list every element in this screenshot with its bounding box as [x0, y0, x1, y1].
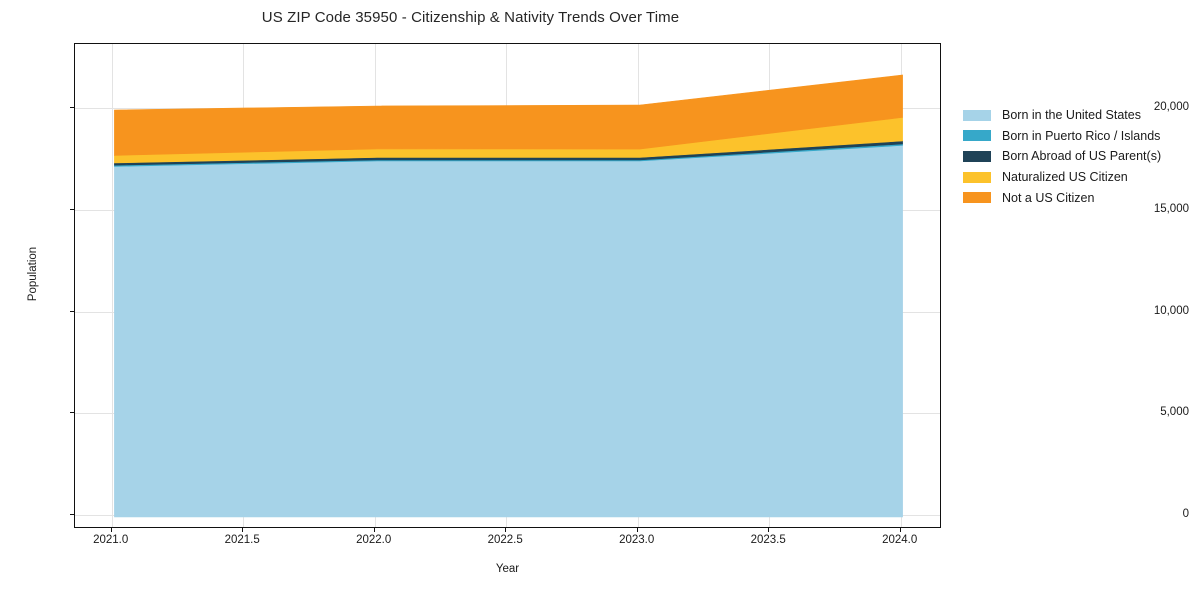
- x-tick-6: 2024.0: [882, 534, 918, 546]
- y-tick-3: 15,000: [1153, 202, 1189, 215]
- x-tick-mark-2: [373, 528, 375, 532]
- x-tick-mark-6: [899, 528, 901, 532]
- legend-swatch-icon-0: [963, 109, 991, 121]
- x-tick-1: 2021.5: [224, 534, 260, 546]
- y-tick-2: 10,000: [1153, 304, 1189, 317]
- x-tick-5: 2023.5: [750, 534, 786, 546]
- x-tick-0: 2021.0: [93, 534, 129, 546]
- legend-label-3: Naturalized US Citizen: [1002, 170, 1128, 185]
- x-tick-mark-1: [242, 528, 244, 532]
- x-tick-mark-4: [636, 528, 638, 532]
- page-title: US ZIP Code 35950 - Citizenship & Nativi…: [261, 9, 680, 26]
- legend-swatch-icon-4: [963, 192, 991, 204]
- legend-label-2: Born Abroad of US Parent(s): [1002, 149, 1162, 164]
- y-tick-mark-1: [70, 412, 74, 414]
- y-tick-0: 0: [1182, 508, 1189, 520]
- x-tick-4: 2023.0: [619, 534, 655, 546]
- legend-swatch-icon-2: [963, 150, 991, 162]
- legend-swatch-icon-1: [963, 130, 991, 142]
- y-tick-mark-0: [70, 514, 74, 515]
- legend-item-born-in-the-united-states[interactable]: Born in the United States: [963, 105, 1161, 126]
- legend-label-1: Born in Puerto Rico / Islands: [1002, 128, 1161, 143]
- legend: Born in the United States Born in Puerto…: [963, 105, 1161, 208]
- y-tick-mark-2: [70, 310, 74, 312]
- legend-label-0: Born in the United States: [1002, 108, 1141, 123]
- x-axis-label: Year: [495, 563, 520, 575]
- stacked-area-plot: [114, 74, 903, 518]
- y-tick-mark-3: [70, 208, 74, 210]
- y-tick-1: 5,000: [1160, 406, 1189, 419]
- gridline-x-0: [111, 44, 113, 527]
- x-tick-mark-5: [768, 528, 770, 532]
- x-tick-mark-3: [505, 528, 507, 532]
- legend-swatch-icon-3: [963, 171, 991, 183]
- legend-item-born-in-puerto-rico-islands[interactable]: Born in Puerto Rico / Islands: [963, 126, 1161, 147]
- legend-label-4: Not a US Citizen: [1002, 190, 1095, 205]
- x-tick-2: 2022.0: [356, 534, 392, 546]
- plot-area: [74, 43, 941, 528]
- y-axis-label: Population: [27, 246, 39, 302]
- x-tick-3: 2022.5: [487, 534, 523, 546]
- x-tick-mark-0: [110, 528, 112, 532]
- legend-item-born-abroad-of-us-parents[interactable]: Born Abroad of US Parent(s): [963, 146, 1161, 167]
- area-series-not-a-us-citizen: [114, 74, 903, 156]
- y-tick-4: 20,000: [1153, 101, 1189, 113]
- area-series-born-in-the-united-states: [114, 145, 903, 518]
- legend-item-naturalized-us-citizen[interactable]: Naturalized US Citizen: [963, 167, 1161, 188]
- legend-item-not-a-us-citizen[interactable]: Not a US Citizen: [963, 187, 1161, 208]
- y-tick-mark-4: [70, 107, 74, 108]
